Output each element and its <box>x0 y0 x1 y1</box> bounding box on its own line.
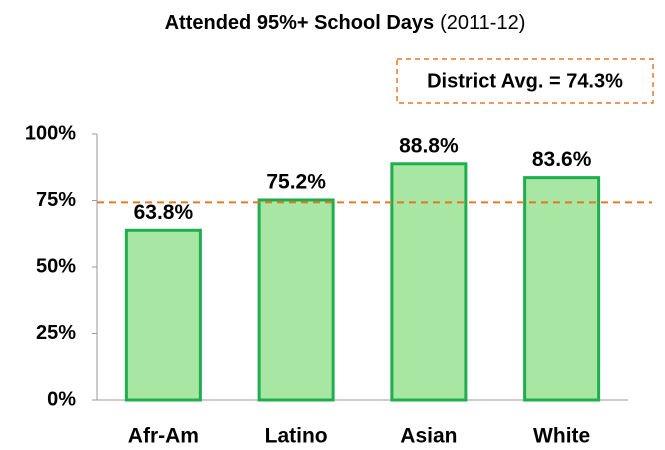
annotation-box <box>396 58 654 104</box>
x-tick-label: Afr-Am <box>128 425 199 448</box>
x-tick-label: White <box>533 425 590 448</box>
y-tick-label: 75% <box>36 189 76 211</box>
y-tick-label: 100% <box>25 122 76 144</box>
x-tick-label: Latino <box>265 425 328 448</box>
chart-title: Attended 95%+ School Days <box>165 12 435 34</box>
y-tick-label: 25% <box>36 322 76 344</box>
x-tick-label: Asian <box>400 425 457 448</box>
data-label: 63.8% <box>134 201 194 224</box>
bar <box>390 162 468 402</box>
y-tick-label: 0% <box>47 388 76 410</box>
bar <box>124 228 202 402</box>
bar <box>257 198 335 402</box>
y-tick-label: 50% <box>36 255 76 277</box>
data-label: 75.2% <box>266 171 326 194</box>
data-label: 88.8% <box>399 134 459 157</box>
chart-subtitle: (2011-12) <box>440 12 525 34</box>
annotation: District Avg. = 74.3% <box>427 70 623 92</box>
chart-title-group: Attended 95%+ School Days (2011-12) <box>165 12 526 34</box>
bar <box>523 176 601 402</box>
data-label: 83.6% <box>532 148 592 171</box>
